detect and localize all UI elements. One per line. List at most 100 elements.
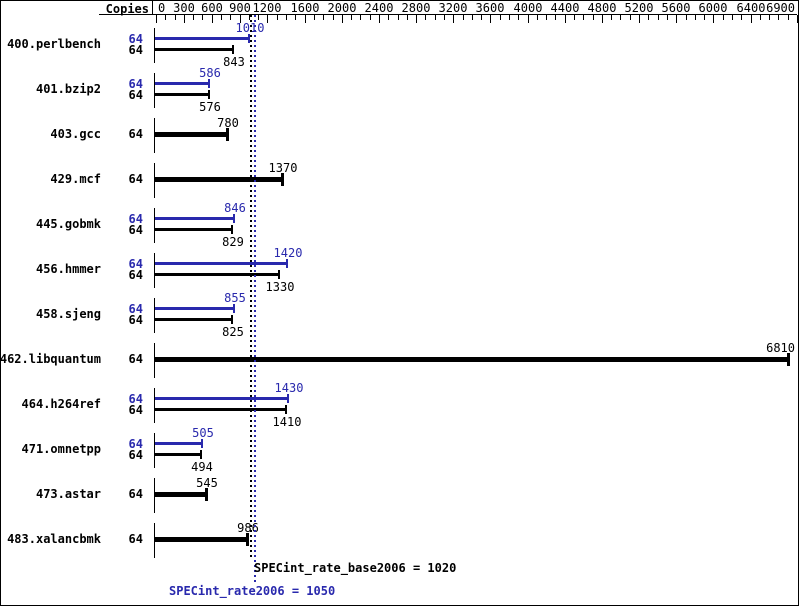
base-value-label: 545	[196, 476, 218, 490]
axis-minor-tick	[732, 15, 733, 20]
base-bar-end-cap	[200, 450, 202, 459]
axis-minor-tick	[611, 15, 612, 20]
peak-bar	[155, 397, 289, 400]
base-bar-end-cap	[285, 405, 287, 414]
benchmark-label: 429.mcf	[50, 172, 101, 186]
axis-minor-tick	[509, 15, 510, 20]
axis-minor-tick	[630, 15, 631, 20]
base-copies-label: 64	[128, 127, 143, 141]
row-baseline	[154, 208, 155, 243]
axis-major-tick	[639, 15, 640, 23]
peak-bar	[155, 217, 235, 220]
axis-minor-tick	[221, 15, 222, 20]
axis-major-tick	[212, 15, 213, 23]
axis-tick-label: 5600	[661, 1, 691, 15]
row-baseline	[154, 433, 155, 468]
base-copies-label: 64	[128, 43, 143, 57]
base-bar	[155, 273, 280, 276]
base-bar	[155, 453, 202, 456]
row-baseline	[154, 28, 155, 63]
peak-bar-end-cap	[201, 439, 203, 448]
base-value-label: 780	[217, 116, 239, 130]
row-baseline	[154, 478, 155, 513]
base-copies-label: 64	[128, 352, 143, 366]
axis-tick-label: 900	[229, 1, 251, 15]
benchmark-label: 403.gcc	[50, 127, 101, 141]
base-value-label: 825	[222, 325, 244, 339]
base-result-text: SPECint_rate_base2006 = 1020	[254, 561, 457, 575]
axis-minor-tick	[620, 15, 621, 20]
axis-minor-tick	[723, 15, 724, 20]
peak-bar	[155, 307, 235, 310]
axis-minor-tick	[435, 15, 436, 20]
base-copies-label: 64	[128, 487, 143, 501]
benchmark-label: 400.perlbench	[7, 37, 101, 51]
axis-minor-tick	[741, 15, 742, 20]
axis-minor-tick	[444, 15, 445, 20]
axis-minor-tick	[360, 15, 361, 20]
peak-value-label: 855	[224, 291, 246, 305]
base-value-label: 1330	[265, 280, 295, 294]
axis-minor-tick	[583, 15, 584, 20]
base-bar	[155, 93, 210, 96]
base-value-label: 494	[191, 460, 213, 474]
axis-major-tick	[797, 15, 798, 23]
peak-bar	[155, 442, 203, 445]
axis-line	[99, 14, 797, 15]
peak-bar	[155, 262, 288, 265]
benchmark-label: 483.xalancbmk	[7, 532, 101, 546]
benchmark-label: 445.gobmk	[35, 217, 101, 231]
peak-bar	[155, 82, 210, 85]
axis-minor-tick	[314, 15, 315, 20]
axis-minor-tick	[760, 15, 761, 20]
axis-major-tick	[379, 15, 380, 23]
base-bar	[155, 408, 287, 411]
axis-minor-tick	[463, 15, 464, 20]
base-bar	[155, 132, 228, 137]
base-copies-label: 64	[128, 313, 143, 327]
benchmark-label: 462.libquantum	[0, 352, 101, 366]
axis-minor-tick	[258, 15, 259, 20]
axis-minor-tick	[686, 15, 687, 20]
peak-result-text: SPECint_rate2006 = 1050	[169, 584, 336, 598]
axis-major-tick	[240, 15, 241, 23]
base-mean-reference-line	[250, 15, 252, 558]
base-copies-label: 64	[128, 403, 143, 417]
axis-tick-label: 1200	[252, 1, 282, 15]
base-value-label: 576	[199, 100, 221, 114]
row-baseline	[154, 253, 155, 288]
axis-tick-label: 600	[201, 1, 223, 15]
axis-tick-label: 4000	[513, 1, 543, 15]
axis-minor-tick	[537, 15, 538, 20]
axis-major-tick	[305, 15, 306, 23]
peak-mean-reference-line	[254, 15, 256, 583]
base-bar	[155, 537, 248, 542]
axis-minor-tick	[518, 15, 519, 20]
base-value-label: 1410	[272, 415, 302, 429]
base-value-label: 843	[223, 55, 245, 69]
peak-bar-end-cap	[287, 394, 289, 403]
base-copies-label: 64	[128, 268, 143, 282]
axis-minor-tick	[370, 15, 371, 20]
base-bar	[155, 177, 283, 182]
axis-major-tick	[713, 15, 714, 23]
axis-tick-label: 1600	[290, 1, 320, 15]
axis-major-tick	[751, 15, 752, 23]
base-bar-end-cap	[226, 128, 229, 141]
peak-value-label: 505	[192, 426, 214, 440]
axis-minor-tick	[555, 15, 556, 20]
axis-tick-label: 0	[158, 1, 166, 15]
axis-minor-tick	[481, 15, 482, 20]
peak-bar-end-cap	[233, 304, 235, 313]
base-bar	[155, 318, 233, 321]
benchmark-label: 458.sjeng	[35, 307, 101, 321]
axis-major-tick	[565, 15, 566, 23]
axis-tick-label: 4800	[587, 1, 617, 15]
